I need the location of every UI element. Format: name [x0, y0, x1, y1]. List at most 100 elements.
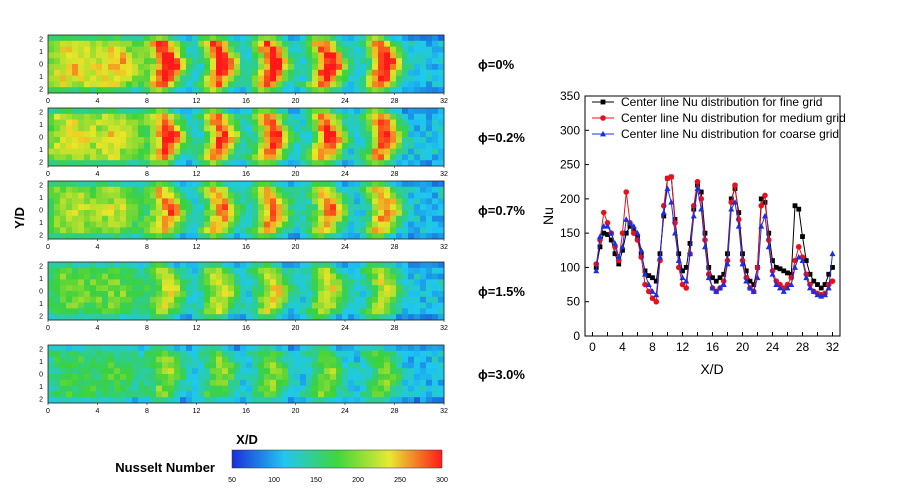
contour-cell — [180, 345, 187, 352]
contour-cell — [102, 356, 109, 363]
contour-cell — [228, 75, 235, 82]
contour-cell — [360, 221, 367, 228]
contour-cell — [348, 81, 355, 88]
contour-cell — [414, 262, 421, 269]
contour-cell — [414, 291, 421, 298]
contour-cell — [288, 113, 295, 120]
contour-cell — [144, 64, 151, 71]
contour-cell — [72, 46, 79, 53]
contour-cell — [84, 262, 91, 269]
contour-cell — [420, 81, 427, 88]
contour-cell — [102, 345, 109, 352]
data-point-triangle — [784, 284, 791, 291]
contour-cell — [234, 385, 241, 392]
contour-cell — [156, 350, 163, 357]
contour-cell — [132, 291, 139, 298]
contour-cell — [246, 385, 253, 392]
contour-cell — [402, 46, 409, 53]
contour-cell — [198, 262, 205, 269]
chart-series — [593, 174, 836, 305]
contour-cell — [126, 314, 133, 321]
contour-cell — [246, 296, 253, 303]
contour-cell — [258, 81, 265, 88]
contour-cell — [192, 379, 199, 386]
contour-cell — [264, 368, 271, 375]
contour-cell — [414, 192, 421, 199]
contour-cell — [318, 379, 325, 386]
contour-cell — [408, 314, 415, 321]
contour-cell — [246, 131, 253, 138]
contour-cell — [204, 385, 211, 392]
contour-cell — [234, 356, 241, 363]
contour-cell — [252, 192, 259, 199]
contour-cell — [300, 362, 307, 369]
contour-cell — [168, 362, 175, 369]
contour-cell — [234, 391, 241, 398]
contour-cell — [396, 186, 403, 193]
contour-cell — [222, 160, 229, 167]
contour-cell — [228, 125, 235, 132]
contour-cell — [270, 345, 277, 352]
contour-cell — [276, 345, 283, 352]
contour-cell — [138, 148, 145, 155]
contour-cell — [210, 81, 217, 88]
contour-cell — [432, 279, 439, 286]
contour-cell — [198, 87, 205, 94]
contour-cell — [150, 221, 157, 228]
contour-cell — [402, 379, 409, 386]
contour-cell — [324, 181, 331, 188]
contour-cell — [120, 302, 127, 309]
contour-cell — [108, 148, 115, 155]
contour-cell — [156, 35, 163, 42]
data-point-circle — [593, 261, 600, 267]
contour-cell — [174, 119, 181, 126]
contour-cell — [408, 356, 415, 363]
contour-cell — [372, 308, 379, 315]
contour-cell — [192, 362, 199, 369]
contour-cell — [90, 75, 97, 82]
contour-cell — [180, 379, 187, 386]
contour-cell — [168, 391, 175, 398]
contour-cell — [90, 210, 97, 217]
contour-cell — [438, 154, 445, 161]
contour-cell — [180, 285, 187, 292]
contour-cell — [216, 113, 223, 120]
contour-cell — [66, 131, 73, 138]
contour-cell — [438, 215, 445, 222]
contour-cell — [252, 308, 259, 315]
contour-cell — [150, 119, 157, 126]
contour-cell — [408, 267, 415, 274]
contour-cell — [108, 40, 115, 47]
contour-cell — [348, 154, 355, 161]
contour-cell — [198, 215, 205, 222]
contour-cell — [222, 137, 229, 144]
contour-cell — [102, 233, 109, 240]
contour-cell — [54, 137, 61, 144]
data-point-square — [830, 265, 835, 270]
contour-cell — [174, 227, 181, 234]
contour-cell — [372, 81, 379, 88]
contour-cell — [216, 186, 223, 193]
contour-cell — [336, 397, 343, 404]
contour-cell — [228, 131, 235, 138]
contour-cell — [246, 81, 253, 88]
contour-cell — [282, 148, 289, 155]
contour-cell — [102, 81, 109, 88]
contour-cell — [330, 385, 337, 392]
contour-cell — [162, 215, 169, 222]
contour-cell — [180, 160, 187, 167]
contour-cell — [420, 35, 427, 42]
contour-cell — [78, 374, 85, 381]
contour-cell — [252, 87, 259, 94]
contour-y-tick-label: 0 — [39, 208, 43, 215]
contour-cell — [222, 81, 229, 88]
contour-cell — [204, 374, 211, 381]
contour-cell — [90, 391, 97, 398]
contour-cell — [216, 46, 223, 53]
contour-cell — [342, 181, 349, 188]
data-point-circle — [683, 285, 690, 291]
contour-cell — [222, 64, 229, 71]
y-tick-label: 100 — [560, 260, 580, 274]
contour-cell — [432, 385, 439, 392]
